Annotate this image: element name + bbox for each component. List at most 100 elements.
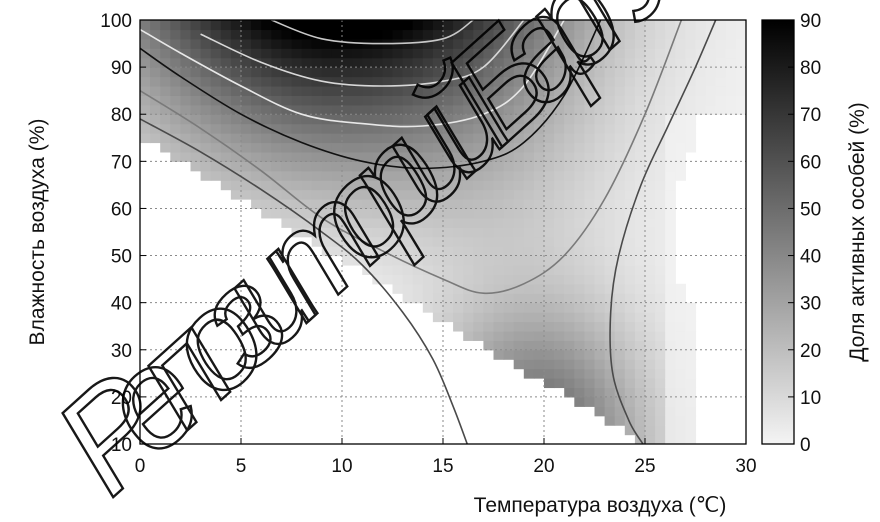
- heatmap-cell: [230, 76, 242, 87]
- heatmap-cell: [604, 170, 616, 181]
- heatmap-cell: [190, 114, 202, 125]
- heatmap-cell: [655, 227, 666, 238]
- heatmap-cell: [715, 38, 727, 49]
- heatmap-cell: [645, 57, 656, 68]
- heatmap-cell: [594, 95, 606, 106]
- heatmap-cell: [140, 29, 151, 40]
- heatmap-cell: [634, 142, 646, 153]
- heatmap-cell: [614, 264, 626, 275]
- heatmap-cell: [372, 161, 383, 172]
- heatmap-cell: [362, 161, 373, 172]
- heatmap-cell: [554, 368, 565, 379]
- heatmap-cell: [210, 76, 222, 87]
- heatmap-cell: [230, 48, 242, 59]
- heatmap-cell: [140, 38, 151, 49]
- heatmap-cell: [382, 123, 394, 134]
- heatmap-cell: [473, 293, 484, 304]
- heatmap-cell: [402, 208, 414, 219]
- heatmap-cell: [544, 264, 555, 275]
- heatmap-cell: [685, 57, 697, 68]
- heatmap-cell: [392, 29, 404, 40]
- heatmap-cell: [443, 199, 454, 210]
- heatmap-cell: [291, 104, 303, 115]
- heatmap-cell: [503, 123, 515, 134]
- heatmap-cell: [655, 208, 666, 219]
- heatmap-cell: [463, 293, 474, 304]
- heatmap-cell: [210, 95, 222, 106]
- heatmap-cell: [604, 189, 616, 200]
- heatmap-cell: [443, 255, 454, 266]
- heatmap-cell: [422, 180, 434, 191]
- heatmap-cell: [624, 321, 636, 332]
- heatmap-cell: [372, 85, 383, 96]
- heatmap-cell: [170, 48, 181, 59]
- heatmap-cell: [473, 274, 484, 285]
- heatmap-cell: [645, 349, 656, 360]
- heatmap-cell: [735, 76, 746, 87]
- heatmap-cell: [513, 161, 525, 172]
- heatmap-cell: [624, 387, 636, 398]
- heatmap-cell: [544, 133, 555, 144]
- heatmap-cell: [170, 114, 181, 125]
- heatmap-cell: [665, 189, 676, 200]
- heatmap-cell: [705, 95, 717, 106]
- heatmap-cell: [715, 104, 727, 115]
- heatmap-cell: [665, 20, 676, 31]
- heatmap-cell: [594, 378, 606, 389]
- heatmap-cell: [735, 67, 746, 78]
- heatmap-cell: [544, 312, 555, 323]
- heatmap-cell: [352, 85, 363, 96]
- heatmap-cell: [574, 330, 585, 341]
- heatmap-cell: [523, 302, 535, 313]
- heatmap-cell: [584, 85, 596, 96]
- heatmap-cell: [655, 396, 666, 407]
- heatmap-cell: [301, 199, 313, 210]
- heatmap-cell: [574, 349, 585, 360]
- heatmap-cell: [655, 425, 666, 436]
- heatmap-cell: [281, 217, 293, 228]
- heatmap-cell: [281, 20, 293, 31]
- heatmap-cell: [655, 95, 666, 106]
- heatmap-cell: [634, 274, 646, 285]
- heatmap-cell: [372, 123, 383, 134]
- heatmap-cell: [241, 151, 252, 162]
- heatmap-cell: [392, 189, 404, 200]
- heatmap-cell: [645, 302, 656, 313]
- heatmap-cell: [614, 312, 626, 323]
- heatmap-cell: [321, 151, 333, 162]
- heatmap-cell: [645, 123, 656, 134]
- heatmap-cell: [503, 114, 515, 125]
- heatmap-cell: [493, 85, 505, 96]
- heatmap-cell: [523, 57, 535, 68]
- heatmap-cell: [301, 48, 313, 59]
- heatmap-cell: [624, 293, 636, 304]
- heatmap-cell: [634, 227, 646, 238]
- contour-line-60: [140, 20, 565, 128]
- colorbar-tick-label: 20: [800, 341, 821, 362]
- heatmap-cell: [614, 104, 626, 115]
- heatmap-cell: [554, 57, 565, 68]
- heatmap-cell: [735, 29, 746, 40]
- heatmap-cell: [493, 104, 505, 115]
- heatmap-cell: [725, 57, 737, 68]
- heatmap-cell: [453, 255, 464, 266]
- heatmap-cell: [352, 76, 363, 87]
- heatmap-cell: [473, 48, 484, 59]
- heatmap-cell: [705, 57, 717, 68]
- heatmap-cell: [362, 123, 373, 134]
- heatmap-cell: [675, 406, 686, 417]
- heatmap-cell: [554, 208, 565, 219]
- heatmap-cell: [624, 330, 636, 341]
- heatmap-cell: [655, 312, 666, 323]
- heatmap-cell: [493, 170, 505, 181]
- heatmap-cell: [715, 57, 727, 68]
- heatmap-cell: [624, 274, 636, 285]
- heatmap-cell: [392, 142, 404, 153]
- heatmap-cell: [331, 217, 343, 228]
- heatmap-cell: [544, 123, 555, 134]
- heatmap-cell: [432, 246, 444, 257]
- heatmap-cell: [604, 217, 616, 228]
- heatmap-cell: [271, 199, 282, 210]
- heatmap-cell: [533, 170, 545, 181]
- heatmap-cell: [422, 217, 434, 228]
